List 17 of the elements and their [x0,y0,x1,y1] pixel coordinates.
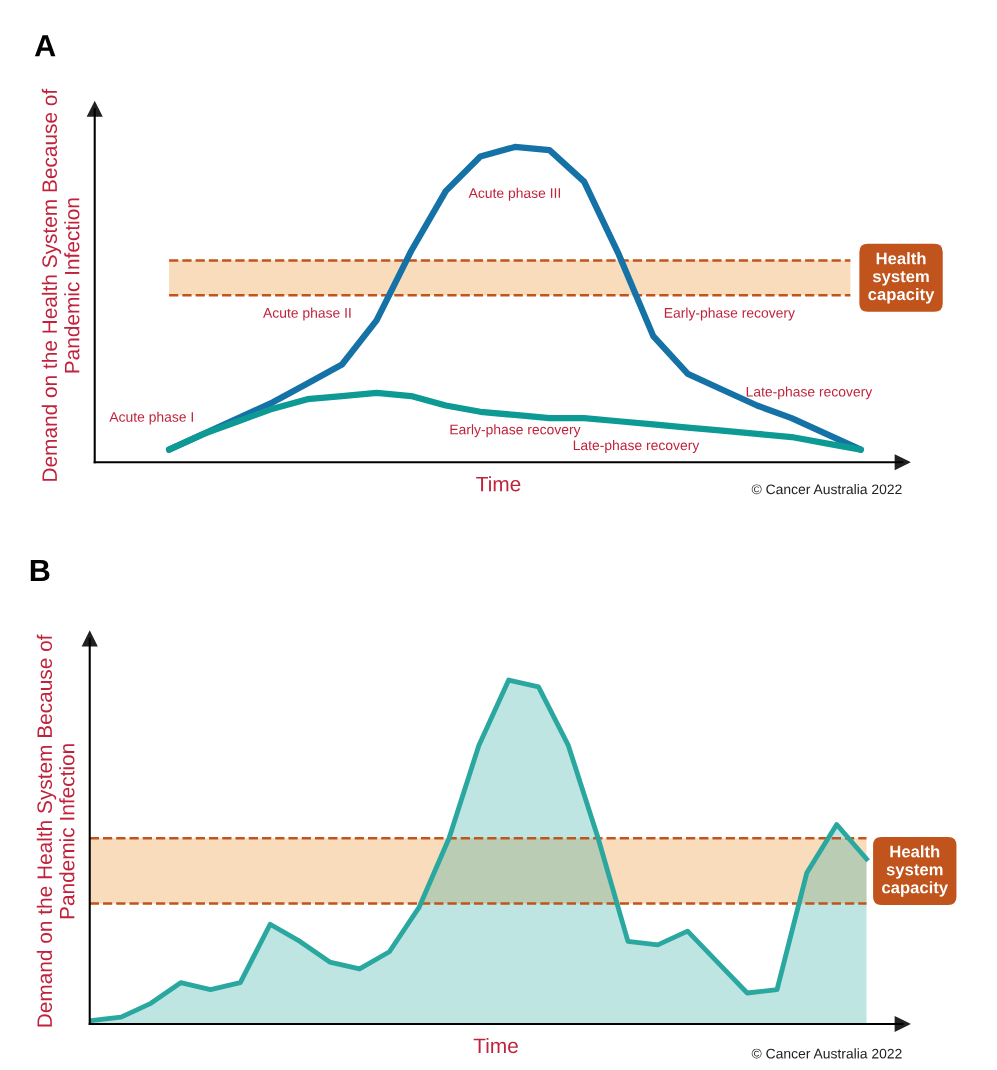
band-label: Health system capacity [868,252,935,304]
y-axis-title: Demand on the Health System Because of Pandemic Infection [36,634,75,1027]
annotation: Acute phase II [263,307,351,321]
y-axis-title: Demand on the Health System Because of Pandemic Infection [41,88,80,481]
x-axis-title: Time [473,1037,518,1054]
annotation: Late-phase recovery [573,440,700,453]
annotation: Early-phase recovery [450,424,581,438]
annotation: Acute phase III [468,187,560,201]
text: © Cancer Australia 2022 [751,1048,902,1059]
annotation: Acute phase I [109,411,193,425]
annotation: Early-phase recovery [664,307,795,321]
annotation: Late-phase recovery [746,386,873,400]
chart-title: A [34,35,56,57]
text: © Cancer Australia 2022 [751,484,902,495]
x-axis-title: Time [476,476,521,492]
chart-title: B [30,559,50,582]
band-label: Health system capacity [882,845,949,897]
